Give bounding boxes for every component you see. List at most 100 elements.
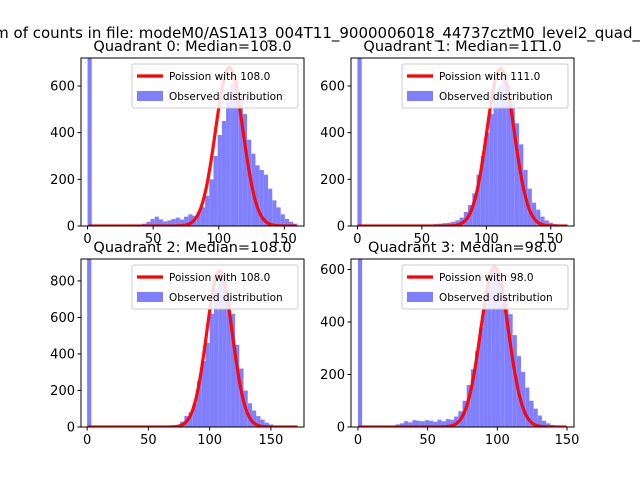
histogram-bar (218, 269, 223, 427)
legend-histogram-label: Observed distribution (439, 91, 553, 103)
histogram-bar (221, 121, 227, 226)
y-tick-label: 0 (67, 220, 75, 235)
histogram-bar (487, 280, 492, 427)
histogram-bar (179, 219, 185, 226)
y-tick-label: 800 (50, 274, 75, 289)
subplot-title: Quadrant 1: Median=111.0 (363, 39, 561, 55)
histogram-bar (420, 421, 425, 427)
histogram-bar (251, 410, 257, 427)
histogram-bar (264, 422, 269, 427)
histogram-bar (284, 219, 290, 226)
histogram-bar (184, 216, 189, 226)
plot-area-quadrant-2: 0 50 100 150 0 200 400 600 800 Poission with 108.… (50, 258, 305, 448)
legend: Poission with 111.0 Observed distribution (401, 63, 569, 109)
histogram-bar (150, 219, 155, 226)
histogram-bar (263, 174, 269, 226)
plot-area-quadrant-3: 0 50 100 150 0 200 400 600 Poission with 98.0 Obs… (320, 258, 579, 448)
y-tick-label: 0 (67, 421, 75, 436)
x-tick-label: 100 (206, 232, 231, 247)
histogram-bar (493, 95, 498, 226)
histogram-bar (242, 114, 248, 226)
y-tick-label: 0 (337, 220, 345, 235)
histogram-bar (485, 132, 490, 226)
histogram-bar (205, 343, 210, 427)
legend-histogram-swatch (407, 292, 433, 302)
histogram-bar (536, 209, 541, 226)
histogram-bar (491, 269, 496, 427)
histogram-bar (429, 420, 434, 427)
histogram-bar (529, 400, 534, 427)
histogram-bar (226, 288, 231, 427)
histogram-bar (455, 220, 460, 226)
y-tick-label: 400 (320, 316, 345, 331)
legend-box (401, 264, 569, 310)
subplot-quadrant-0: Quadrant 0: Median=108.0 0 50 100 150 0 200 40… (50, 39, 305, 247)
histogram-bar (408, 422, 413, 427)
axes-frame (350, 258, 575, 428)
histogram-bar (276, 207, 281, 226)
histogram-bar (483, 303, 488, 427)
histogram-bar (171, 219, 176, 226)
histogram-bar (531, 202, 537, 226)
x-tick-label: 100 (485, 433, 510, 448)
histogram-bar (175, 217, 180, 226)
histogram-bar (546, 423, 551, 427)
histogram-bar (217, 135, 222, 226)
x-tick-label: 150 (259, 433, 284, 448)
histogram-bar (188, 214, 193, 226)
figure-suptitle: Histogram of counts in file: modeM0/AS1A… (0, 24, 640, 43)
y-tick-label: 0 (337, 421, 345, 436)
histogram-bar (213, 288, 219, 427)
histogram-bar (209, 179, 214, 226)
histogram-bar (255, 165, 260, 226)
histogram-bar (525, 387, 530, 427)
poisson-fit-line (356, 66, 569, 226)
x-tick-label: 0 (354, 433, 362, 448)
x-tick-label: 150 (272, 232, 297, 247)
histogram-bar (475, 350, 480, 427)
poisson-fit-line (357, 265, 568, 427)
y-tick-label: 200 (320, 368, 345, 383)
histogram-bar (472, 193, 477, 226)
histogram-bar (226, 100, 231, 226)
x-tick-label: 150 (538, 232, 563, 247)
legend-box (131, 63, 299, 109)
histogram-bar (235, 344, 240, 427)
histogram-bar (412, 420, 417, 427)
histogram-bar (506, 86, 511, 226)
histogram-bar (489, 114, 494, 226)
histogram-bar (480, 156, 486, 226)
x-tick-label: 0 (83, 232, 91, 247)
y-tick-label: 600 (50, 80, 75, 95)
histogram-bar (399, 423, 404, 427)
histogram-bar (508, 314, 513, 427)
histogram-bar (424, 420, 430, 427)
poisson-fit-line (87, 65, 298, 226)
histogram-bar (514, 123, 520, 226)
legend-histogram-label: Observed distribution (169, 91, 283, 103)
histogram-bar (260, 419, 265, 427)
subplot-title: Quadrant 3: Median=98.0 (368, 240, 557, 256)
x-tick-label: 50 (414, 232, 431, 247)
x-tick-label: 0 (353, 232, 361, 247)
x-tick-label: 100 (474, 232, 499, 247)
histogram-bar (497, 86, 503, 226)
histogram-bar (200, 207, 206, 226)
y-tick-label: 600 (50, 311, 75, 326)
legend-histogram-swatch (407, 91, 433, 101)
histogram-bar (466, 385, 471, 427)
histogram-bar (256, 416, 261, 427)
histogram-bar (441, 421, 446, 427)
histogram-bar (519, 144, 524, 226)
histogram-bar (201, 361, 206, 427)
histogram-bar (500, 280, 505, 427)
histogram-bar (470, 369, 476, 427)
legend-fit-label: Poission with 111.0 (439, 71, 540, 83)
histogram-bar (451, 221, 456, 226)
histogram-bar (197, 381, 202, 427)
legend-histogram-label: Observed distribution (169, 292, 283, 304)
histogram-bar (521, 371, 526, 427)
histogram-bar (268, 188, 273, 226)
subplot-quadrant-1: Quadrant 1: Median=111.0 0 50 100 150 0 200 40… (320, 39, 575, 247)
